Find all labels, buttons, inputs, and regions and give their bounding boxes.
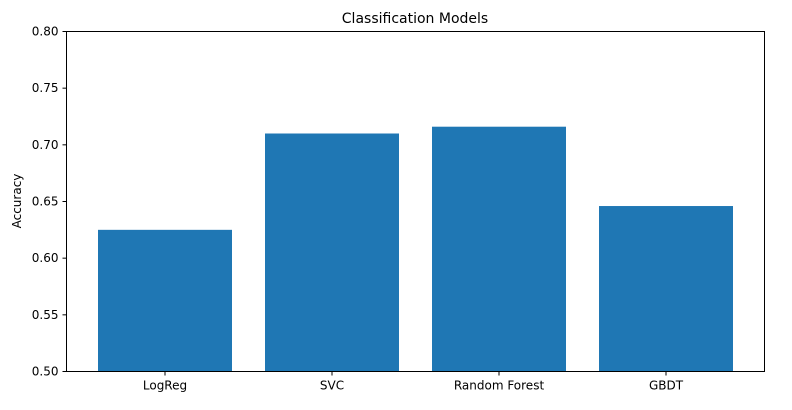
y-tick-label: 0.60 [32, 251, 59, 265]
y-tick-label: 0.70 [32, 138, 59, 152]
bar-gbdt [599, 206, 733, 372]
y-tick-label: 0.50 [32, 365, 59, 379]
bars-group [98, 126, 733, 372]
x-tick-label: Random Forest [454, 379, 545, 393]
y-tick-label: 0.55 [32, 308, 59, 322]
y-axis-ticks: 0.50 0.55 0.60 0.65 0.70 0.75 0.80 [32, 25, 67, 379]
x-axis-ticks: LogReg SVC Random Forest GBDT [143, 371, 684, 393]
chart-title: Classification Models [342, 11, 488, 27]
plot-frame [66, 31, 765, 372]
y-tick-label: 0.80 [32, 25, 59, 39]
bar-random-forest [432, 126, 566, 372]
y-axis-title: Accuracy [10, 174, 24, 229]
x-tick-label: LogReg [143, 379, 187, 393]
y-tick-label: 0.65 [32, 195, 59, 209]
x-tick-label: SVC [320, 379, 344, 393]
bar-svc [265, 133, 399, 372]
bar-logreg [98, 229, 232, 372]
x-tick-label: GBDT [649, 379, 684, 393]
y-tick-label: 0.75 [32, 81, 59, 95]
